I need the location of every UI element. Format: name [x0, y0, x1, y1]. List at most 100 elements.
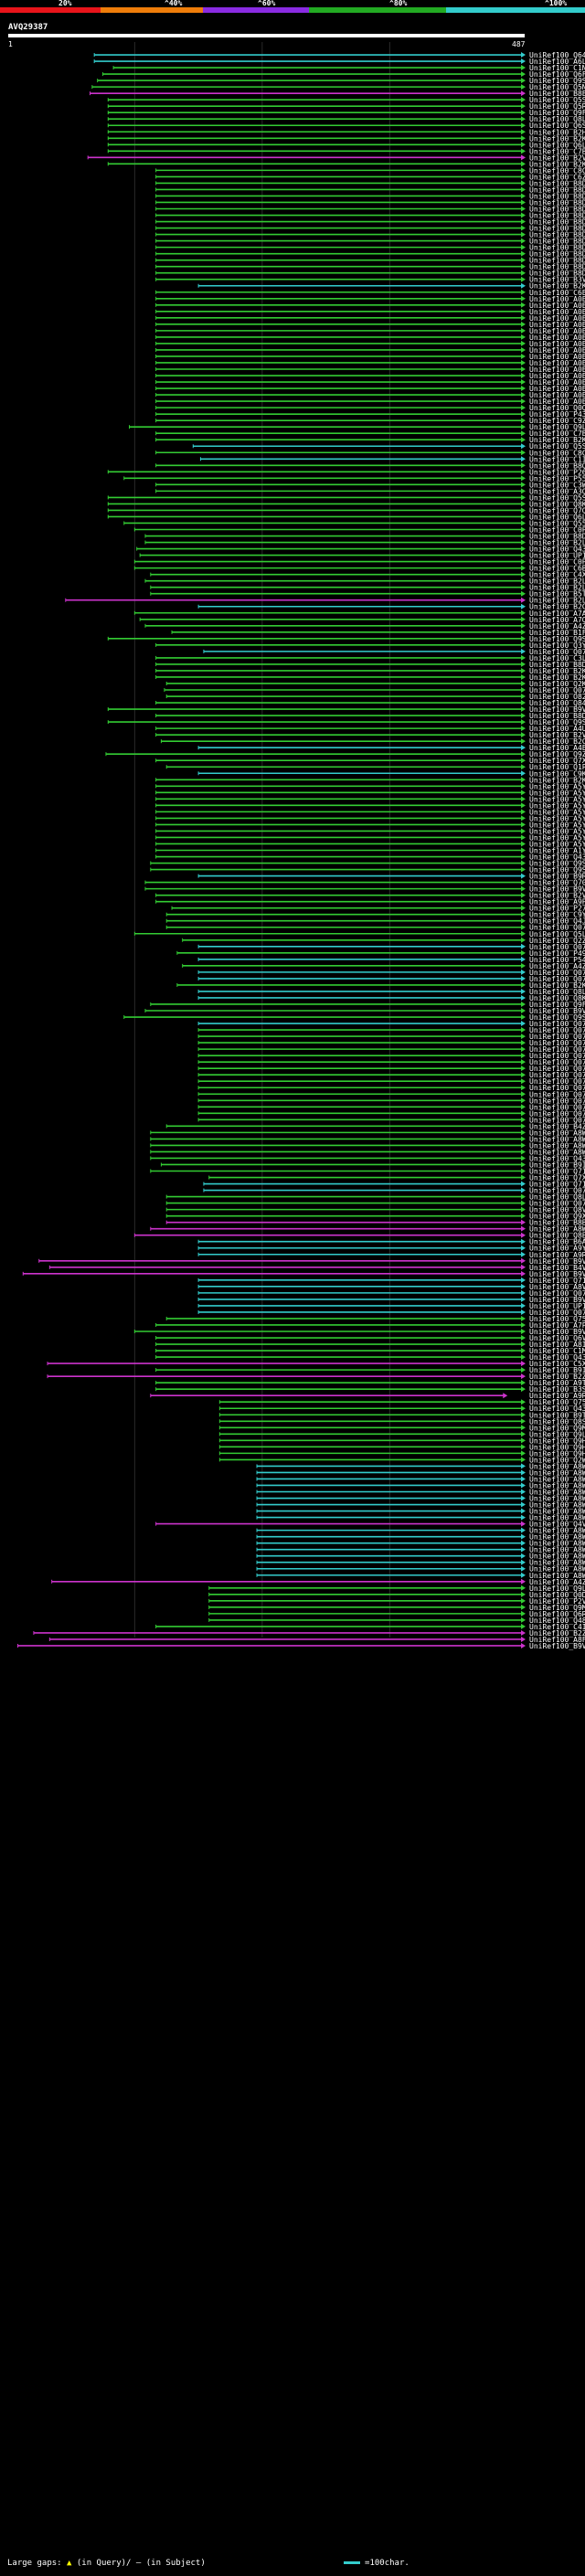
hit-label[interactable]: UniRef100_A8W714 — [529, 1533, 585, 1542]
hit-label[interactable]: UniRef100_A8FLF1 — [529, 1636, 585, 1644]
hit-label[interactable]: UniRef100_B8DEX5 — [529, 186, 585, 194]
hit-row[interactable]: UniRef100_A8W726 — [150, 1148, 585, 1156]
hit-row[interactable]: UniRef100_Q9S052 — [97, 77, 585, 85]
hit-row[interactable]: UniRef100_B9T0T7 — [218, 1411, 585, 1419]
hit-row[interactable]: UniRef100_Q9HLY3 — [218, 1436, 585, 1445]
hit-row[interactable]: UniRef100_B8DEJ0 — [155, 661, 585, 669]
hit-row[interactable]: UniRef100_B8DEJ7 — [155, 218, 585, 227]
hit-row[interactable]: UniRef100_Q071P3 — [197, 1109, 585, 1118]
hit-label[interactable]: UniRef100_A0EQD6 — [529, 398, 585, 406]
hit-label[interactable]: UniRef100_B2ZBV0 — [529, 1373, 585, 1381]
hit-label[interactable]: UniRef100_A0EQK5 — [529, 340, 585, 348]
hit-label[interactable]: UniRef100_A8W729 — [529, 1129, 585, 1137]
hit-label[interactable]: UniRef100_A8IRJ0 — [529, 1341, 585, 1349]
hit-label[interactable]: UniRef100_A9RWS0 — [529, 1392, 585, 1400]
hit-label[interactable]: UniRef100_Q071R0 — [529, 1058, 585, 1066]
hit-row[interactable]: UniRef100_Q71209 — [197, 1277, 585, 1285]
hit-label[interactable]: UniRef100_A5Y362 — [529, 840, 585, 848]
hit-row[interactable]: UniRef100_A8W706 — [256, 1495, 585, 1503]
hit-label[interactable]: UniRef100_B5THM5 — [529, 590, 585, 599]
hit-row[interactable]: UniRef100_A5Y362 — [155, 840, 585, 848]
hit-label[interactable]: UniRef100_B2HWR3 — [529, 128, 585, 136]
hit-label[interactable]: UniRef100_Q7XX61 — [529, 757, 585, 765]
hit-row[interactable]: UniRef100_Q9LCD7 — [208, 1585, 585, 1593]
hit-row[interactable]: UniRef100_B8DEX5 — [155, 186, 585, 194]
hit-row[interactable]: UniRef100_Q6V026 — [155, 1334, 585, 1342]
hit-row[interactable]: UniRef100_Q9S256 — [123, 1013, 585, 1022]
hit-row[interactable]: UniRef100_C1N2M9 — [112, 64, 585, 72]
hit-row[interactable]: UniRef100_C9K3Z3 — [197, 769, 585, 778]
hit-label[interactable]: UniRef100_Q71534 — [529, 1168, 585, 1176]
hit-row[interactable]: UniRef100_A4ZYH9 — [51, 1578, 585, 1586]
hit-label[interactable]: UniRef100_B2LUW5 — [529, 539, 585, 547]
hit-label[interactable]: UniRef100_B9V167 — [529, 885, 585, 894]
hit-row[interactable]: UniRef100_A8W728 — [150, 1135, 585, 1143]
hit-label[interactable]: UniRef100_B2KNV5 — [529, 134, 585, 143]
hit-row[interactable]: UniRef100_B9VJT0 — [16, 1642, 585, 1650]
hit-label[interactable]: UniRef100_Q2WGB1 — [529, 1456, 585, 1464]
hit-label[interactable]: UniRef100_Q43847 — [529, 1353, 585, 1362]
hit-row[interactable]: UniRef100_A0EQK9 — [155, 321, 585, 329]
hit-label[interactable]: UniRef100_B8DEX9 — [529, 179, 585, 187]
hit-label[interactable]: UniRef100_Q071R9 — [529, 1033, 585, 1041]
hit-label[interactable]: UniRef100_Q43857 — [529, 1154, 585, 1162]
hit-row[interactable]: UniRef100_Q9SL57 — [107, 718, 585, 726]
hit-row[interactable]: UniRef100_A0EQG0 — [155, 372, 585, 380]
hit-label[interactable]: UniRef100_A0EQS9 — [529, 295, 585, 303]
hit-label[interactable]: UniRef100_B8DEJ2 — [529, 250, 585, 259]
hit-label[interactable]: UniRef100_B2LUN7 — [529, 597, 585, 605]
hit-label[interactable]: UniRef100_A5Y369 — [529, 821, 585, 829]
hit-row[interactable]: UniRef100_A5Y380 — [155, 789, 585, 797]
hit-label[interactable]: UniRef100_Q9S256 — [529, 1013, 585, 1022]
hit-row[interactable]: UniRef100_A0EQF8 — [155, 378, 585, 387]
hit-label[interactable]: UniRef100_B2ZBV1 — [529, 1629, 585, 1638]
hit-row[interactable]: UniRef100_Q2KWT9 — [165, 680, 585, 688]
hit-label[interactable]: UniRef100_B9VJT3 — [529, 1270, 585, 1278]
hit-label[interactable]: UniRef100_A8W713 — [529, 1540, 585, 1548]
hit-label[interactable]: UniRef100_B2VHV7 — [529, 892, 585, 900]
hit-label[interactable]: UniRef100_B8DEI9 — [529, 263, 585, 271]
hit-label[interactable]: UniRef100_B9VJT0 — [529, 1642, 585, 1650]
hit-label[interactable]: UniRef100_C9K3Z3 — [529, 769, 585, 778]
hit-label[interactable]: UniRef100_Q8SPM9 — [529, 1417, 585, 1426]
hit-label[interactable]: UniRef100_Q7XF35 — [529, 1174, 585, 1182]
hit-label[interactable]: UniRef100_B2KNU8 — [529, 981, 585, 990]
hit-row[interactable]: UniRef100_Q1P1B7 — [165, 763, 585, 771]
hit-row[interactable]: UniRef100_Q55S50 — [123, 519, 585, 527]
hit-label[interactable]: UniRef100_Q07153 — [529, 1026, 585, 1034]
hit-row[interactable]: UniRef100_A8IRJ0 — [155, 1341, 585, 1349]
hit-label[interactable]: UniRef100_B9T0T7 — [529, 1411, 585, 1419]
hit-row[interactable]: UniRef100_B9I052 — [160, 1161, 585, 1169]
hit-row[interactable]: UniRef100_A8W708 — [256, 1489, 585, 1497]
hit-label[interactable]: UniRef100_C7BW54 — [529, 429, 585, 438]
hit-label[interactable]: UniRef100_A8W704 — [529, 1508, 585, 1516]
hit-label[interactable]: UniRef100_A0EQG0 — [529, 372, 585, 380]
hit-label[interactable]: UniRef100_A8W710 — [529, 1553, 585, 1561]
hit-row[interactable]: UniRef100_B2CP02 — [160, 737, 585, 746]
hit-label[interactable]: UniRef100_A8V967 — [529, 1283, 585, 1291]
hit-row[interactable]: UniRef100_Q8K2S9 — [197, 994, 585, 1002]
hit-row[interactable]: UniRef100_B8DEW8 — [155, 206, 585, 214]
hit-label[interactable]: UniRef100_C1N2M9 — [529, 64, 585, 72]
hit-row[interactable]: UniRef100_Q43093 — [218, 1405, 585, 1413]
hit-row[interactable]: UniRef100_A8W722 — [256, 1468, 585, 1477]
hit-row[interactable]: UniRef100_A8W705 — [256, 1501, 585, 1510]
hit-row[interactable]: UniRef100_Q071T4 — [197, 1309, 585, 1317]
hit-row[interactable]: UniRef100_A8W711 — [256, 1546, 585, 1554]
hit-label[interactable]: UniRef100_B2LIN2 — [529, 584, 585, 592]
hit-label[interactable]: UniRef100_O82627 — [529, 693, 585, 701]
hit-label[interactable]: UniRef100_Q9FUU6 — [529, 109, 585, 117]
hit-row[interactable]: UniRef100_Q75179 — [165, 1315, 585, 1323]
hit-row[interactable]: UniRef100_Q07153 — [197, 1026, 585, 1034]
hit-row[interactable]: UniRef100_B9V167 — [144, 885, 585, 894]
hit-row[interactable]: UniRef100_B9VJT1 — [38, 1257, 585, 1266]
hit-row[interactable]: UniRef100_Q07159 — [197, 975, 585, 983]
hit-row[interactable]: UniRef100_Q4JTR4 — [165, 917, 585, 926]
hit-row[interactable]: UniRef100_A4ZYJ3 — [144, 622, 585, 631]
hit-row[interactable]: UniRef100_Q071S5 — [197, 1020, 585, 1028]
hit-label[interactable]: UniRef100_A9TYP8 — [529, 1379, 585, 1387]
hit-label[interactable]: UniRef100_B9VBD0 — [529, 705, 585, 714]
hit-row[interactable]: UniRef100_B8DEJ5 — [155, 231, 585, 239]
hit-label[interactable]: UniRef100_Q07108 — [529, 1065, 585, 1073]
hit-row[interactable]: UniRef100_Q8LL95 — [197, 988, 585, 996]
